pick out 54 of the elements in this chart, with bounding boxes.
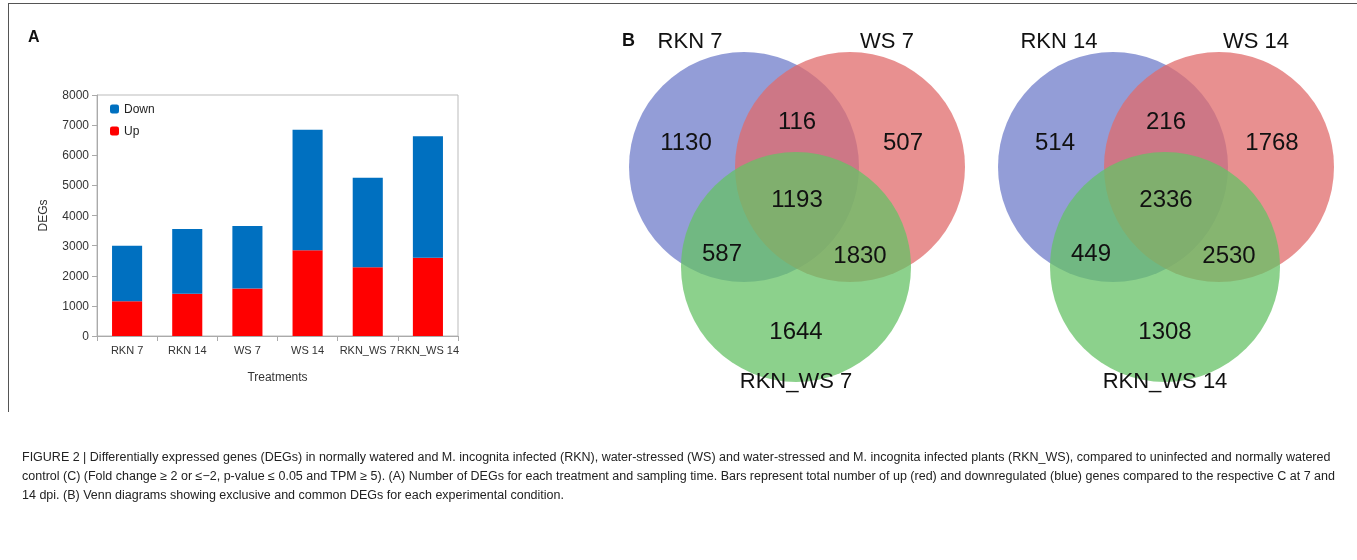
y-tick-label: 0 — [82, 329, 90, 343]
bar — [172, 293, 203, 336]
bar — [412, 136, 443, 258]
text: 507 — [882, 127, 924, 155]
caption: FIGURE 2 | Differentially expressed genes (DEGs) in normally watered and M. incognita infected (RKN), water-stressed (WS) and water-stressed and M. incognita infected plants (RKN_WS), compared to uninfected and normally watered control (C) (Fold change ≥ 2 or ≤−2, p-value ≤ 0.05 and TPM ≥ 5). (A) Number of DEGs for each treatment and sampling time. Bars represent total number of up (red) and downregulated (blue) genes compared to the respective C at 7 and 14 dpi. (B) Venn diagrams showing exclusive and common DEGs for each experimental condition. — [22, 449, 1336, 504]
text: 1830 — [833, 240, 887, 268]
text: 514 — [1034, 127, 1076, 155]
text: 116 — [777, 106, 817, 134]
y-tick-label: 8000 — [62, 88, 90, 102]
legend-label: Up — [124, 124, 140, 138]
text: 1768 — [1245, 127, 1299, 155]
bar — [292, 250, 323, 336]
bar — [112, 301, 143, 336]
y-tick-label: 5000 — [62, 178, 90, 193]
x-tick-label: WS 14 — [291, 343, 325, 356]
bar — [412, 257, 443, 336]
text: A — [28, 27, 40, 45]
y-tick-label: 6000 — [62, 148, 90, 163]
legend-label: Down — [124, 102, 155, 116]
text: RKN_WS 14 — [1102, 367, 1228, 393]
x-tick-label: RKN 14 — [167, 343, 207, 356]
text: 449 — [1070, 238, 1112, 266]
text: 1308 — [1138, 316, 1192, 344]
y-tick-label: 2000 — [62, 268, 90, 283]
text: 2530 — [1202, 240, 1256, 268]
text: WS 14 — [1222, 27, 1290, 53]
text: RKN 14 — [1020, 27, 1098, 53]
text: 1130 — [660, 127, 712, 155]
bar — [232, 288, 263, 336]
x-tick-label: RKN_WS 14 — [396, 343, 460, 356]
bar — [112, 245, 143, 302]
bar — [232, 226, 263, 289]
y-tick-label: 3000 — [62, 238, 90, 253]
text: B — [622, 30, 635, 50]
x-tick-label: WS 7 — [233, 343, 261, 356]
bar — [352, 177, 383, 268]
text: 1193 — [771, 184, 823, 212]
bar — [352, 267, 383, 336]
text: WS 7 — [860, 27, 914, 53]
y-tick-label: 4000 — [62, 208, 90, 223]
text: RKN_WS 7 — [739, 367, 853, 393]
y-axis-title: DEGs — [36, 199, 50, 232]
x-axis-title: Treatments — [247, 370, 308, 384]
text: RKN 7 — [657, 27, 723, 53]
x-tick-label: RKN 7 — [110, 343, 144, 356]
bar — [172, 229, 203, 294]
text: 2336 — [1139, 184, 1193, 212]
text: 587 — [701, 238, 743, 266]
y-tick-label: 1000 — [62, 298, 90, 313]
text: 1644 — [769, 316, 823, 344]
text: 216 — [1145, 106, 1187, 134]
y-tick-label: 7000 — [62, 118, 90, 133]
x-tick-label: RKN_WS 7 — [339, 343, 396, 356]
bar — [292, 129, 323, 251]
